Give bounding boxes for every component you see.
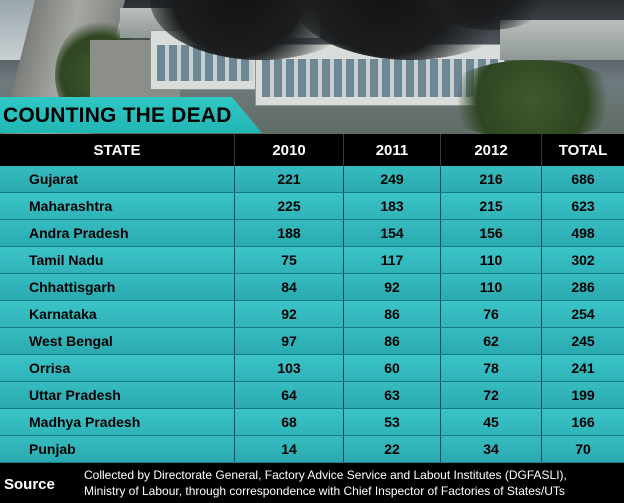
- photo-trees-right: [440, 60, 624, 136]
- state-name-cell: Gujarat: [0, 166, 235, 192]
- table-row: Karnataka 92 86 76 254: [0, 301, 624, 328]
- value-cell-2012: 215: [441, 193, 542, 219]
- value-cell-2012: 110: [441, 274, 542, 300]
- table-row: West Bengal 97 86 62 245: [0, 328, 624, 355]
- value-cell-2011: 60: [344, 355, 441, 381]
- state-name-cell: West Bengal: [0, 328, 235, 354]
- value-cell-2010: 84: [235, 274, 344, 300]
- source-label: Source: [4, 476, 55, 493]
- state-name-cell: Tamil Nadu: [0, 247, 235, 273]
- header-cell-2011: 2011: [344, 134, 441, 166]
- value-cell-2011: 117: [344, 247, 441, 273]
- value-cell-2010: 68: [235, 409, 344, 435]
- value-cell-2011: 92: [344, 274, 441, 300]
- value-cell-2012: 216: [441, 166, 542, 192]
- header-cell-2012: 2012: [441, 134, 542, 166]
- source-footer: Source Collected by Directorate General,…: [0, 464, 624, 503]
- table-header-row: STATE 2010 2011 2012 TOTAL: [0, 134, 624, 166]
- value-cell-2011: 63: [344, 382, 441, 408]
- value-cell-total: 245: [571, 333, 595, 349]
- value-cell-2011: 154: [344, 220, 441, 246]
- state-name-cell: Madhya Pradesh: [0, 409, 235, 435]
- value-cell-2012: 78: [441, 355, 542, 381]
- value-cell-total: 199: [571, 387, 595, 403]
- value-cell-2010: 225: [235, 193, 344, 219]
- state-name-cell: Chhattisgarh: [0, 274, 235, 300]
- table-row: Madhya Pradesh 68 53 45 166: [0, 409, 624, 436]
- factory-photo: [0, 0, 624, 136]
- title-banner: [0, 97, 262, 133]
- table-row: Orrisa 103 60 78 241: [0, 355, 624, 382]
- deaths-table: STATE 2010 2011 2012 TOTAL Gujarat 221 249 216 6…: [0, 134, 624, 463]
- state-name-cell: Andra Pradesh: [0, 220, 235, 246]
- chart-title: COUNTING THE DEAD: [3, 104, 232, 127]
- table-row: Gujarat 221 249 216 686: [0, 166, 624, 193]
- value-cell-total: 498: [571, 225, 595, 241]
- photo-factory-shed-right: [500, 20, 624, 60]
- value-cell-total: 254: [571, 306, 595, 322]
- table-row: Maharashtra 225 183 215 623: [0, 193, 624, 220]
- state-name-cell: Maharashtra: [0, 193, 235, 219]
- value-cell-2010: 75: [235, 247, 344, 273]
- value-cell-2012: 62: [441, 328, 542, 354]
- source-line-2: Ministry of Labour, through corresponden…: [84, 484, 565, 498]
- table-row: Uttar Pradesh 64 63 72 199: [0, 382, 624, 409]
- value-cell-2010: 221: [235, 166, 344, 192]
- table-row: Andra Pradesh 188 154 156 498: [0, 220, 624, 247]
- value-cell-2011: 22: [344, 436, 441, 462]
- value-cell-2012: 110: [441, 247, 542, 273]
- value-cell-2011: 86: [344, 328, 441, 354]
- value-cell-2011: 53: [344, 409, 441, 435]
- value-cell-total: 166: [571, 414, 595, 430]
- value-cell-total: 241: [571, 360, 595, 376]
- header-cell-state: STATE: [0, 134, 235, 166]
- value-cell-2012: 72: [441, 382, 542, 408]
- state-name-cell: Uttar Pradesh: [0, 382, 235, 408]
- source-text: Collected by Directorate General, Factor…: [84, 467, 622, 499]
- value-cell-total: 302: [571, 252, 595, 268]
- value-cell-2011: 183: [344, 193, 441, 219]
- value-cell-2012: 76: [441, 301, 542, 327]
- value-cell-2010: 14: [235, 436, 344, 462]
- value-cell-total: 623: [571, 198, 595, 214]
- value-cell-2012: 156: [441, 220, 542, 246]
- value-cell-2012: 45: [441, 409, 542, 435]
- value-cell-2012: 34: [441, 436, 542, 462]
- value-cell-2010: 64: [235, 382, 344, 408]
- value-cell-2010: 103: [235, 355, 344, 381]
- state-name-cell: Orrisa: [0, 355, 235, 381]
- value-cell-total: 686: [571, 171, 595, 187]
- header-cell-2010: 2010: [235, 134, 344, 166]
- value-cell-2010: 92: [235, 301, 344, 327]
- value-cell-2010: 188: [235, 220, 344, 246]
- value-cell-2011: 86: [344, 301, 441, 327]
- table-row: Punjab 14 22 34 70: [0, 436, 624, 463]
- table-row: Chhattisgarh 84 92 110 286: [0, 274, 624, 301]
- state-name-cell: Karnataka: [0, 301, 235, 327]
- source-line-1: Collected by Directorate General, Factor…: [84, 468, 567, 482]
- value-cell-2011: 249: [344, 166, 441, 192]
- value-cell-2010: 97: [235, 328, 344, 354]
- table-body: Gujarat 221 249 216 686 Maharashtra 225 183 215 6…: [0, 166, 624, 463]
- value-cell-total: 70: [575, 441, 591, 457]
- value-cell-total: 286: [571, 279, 595, 295]
- table-row: Tamil Nadu 75 117 110 302: [0, 247, 624, 274]
- state-name-cell: Punjab: [0, 436, 235, 462]
- header-cell-total: TOTAL: [558, 141, 608, 159]
